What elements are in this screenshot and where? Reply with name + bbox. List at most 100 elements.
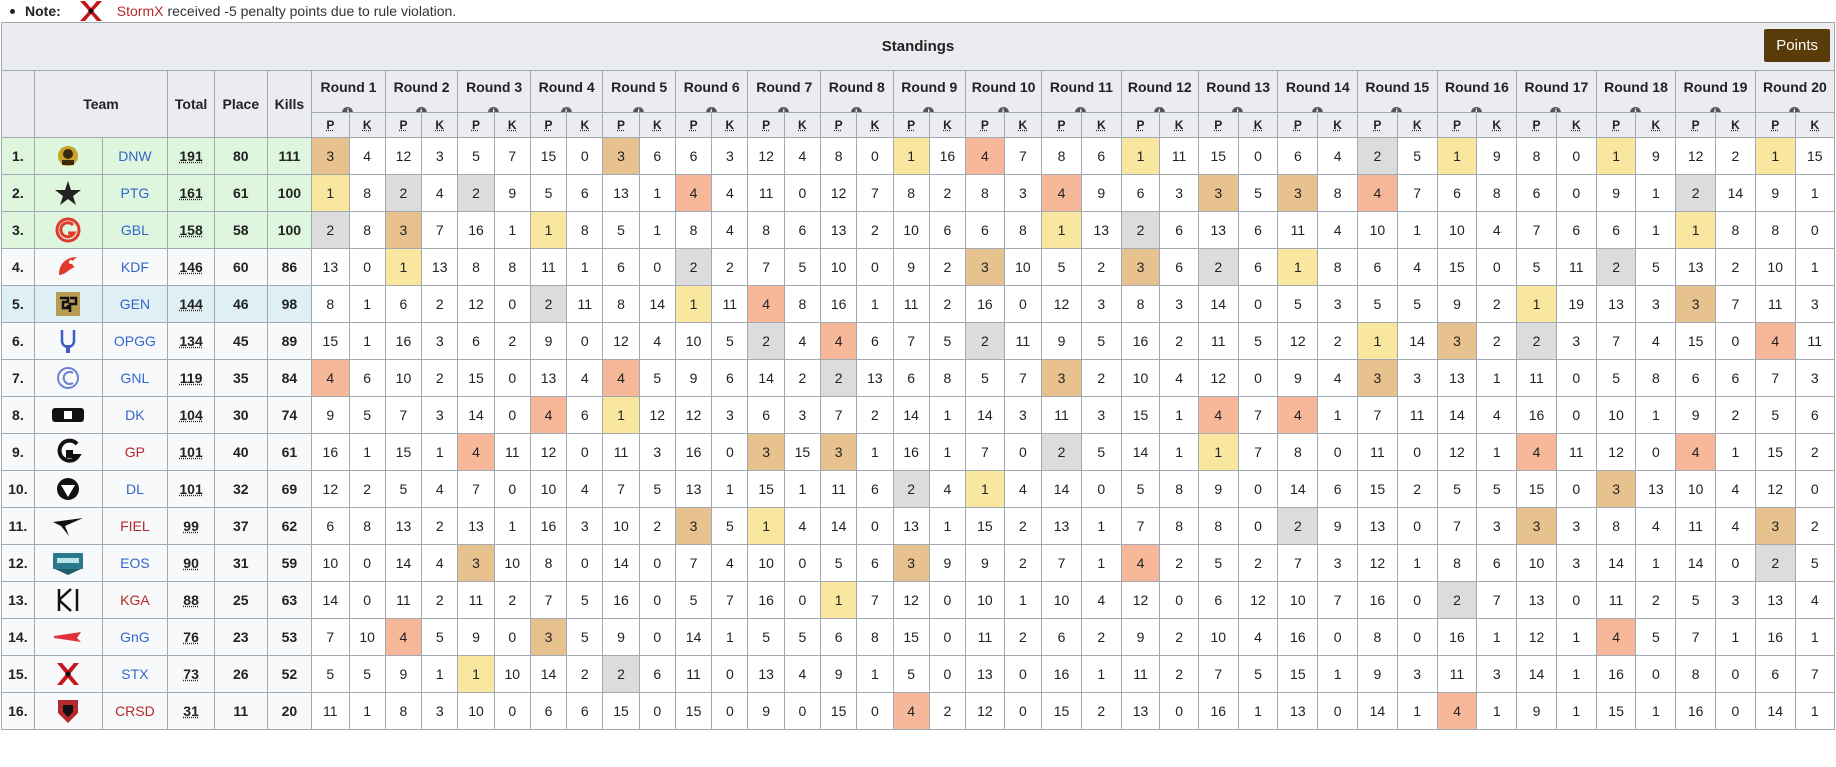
round-placement-cell: 6 [457, 322, 495, 360]
round-kills-cell: 2 [928, 174, 967, 212]
round-placement-cell: 15 [819, 692, 858, 730]
info-icon[interactable]: i [1075, 107, 1087, 112]
team-logo-cell[interactable] [33, 137, 103, 175]
round-kills-cell: 5 [711, 507, 749, 545]
team-logo-cell[interactable] [33, 285, 103, 323]
team-logo-cell[interactable] [33, 507, 103, 545]
round-placement-cell: 13 [1516, 581, 1557, 619]
round-label: Round 3 [466, 79, 523, 95]
team-name-link[interactable]: OPGG [101, 322, 169, 360]
info-icon[interactable]: i [342, 107, 354, 112]
round-placement-cell: 13 [965, 655, 1005, 693]
position-cell: 5. [1, 285, 35, 323]
team-logo-cell[interactable] [33, 211, 103, 249]
round-label: Round 16 [1444, 79, 1509, 95]
team-name-link[interactable]: GP [101, 433, 169, 471]
round-placement-cell: 4 [1595, 618, 1637, 656]
round-placement-cell: 12 [747, 137, 785, 175]
team-name-link[interactable]: GEN [101, 285, 169, 323]
round-kills-cell: 0 [1237, 359, 1279, 397]
team-name-link[interactable]: EOS [101, 544, 169, 582]
team-logo-cell[interactable] [33, 174, 103, 212]
info-icon[interactable]: i [488, 107, 500, 112]
round-kills-cell: 11 [566, 285, 604, 323]
round-kills-cell: 0 [1396, 581, 1438, 619]
info-icon[interactable]: i [1788, 107, 1800, 112]
info-icon[interactable]: i [1470, 107, 1482, 112]
round-kills-cell: 0 [711, 692, 749, 730]
round-kills-cell: 0 [1555, 581, 1597, 619]
standings-table: Standings Points Team Total Place Kills Round … [1, 22, 1836, 730]
team-name-link[interactable]: CRSD [101, 692, 169, 730]
header-place[interactable]: Place [213, 70, 268, 138]
header-kills[interactable]: Kills [266, 70, 313, 138]
header-kill-points: K [421, 112, 459, 138]
info-icon[interactable]: i [705, 107, 717, 112]
round-kills-cell: 7 [1237, 396, 1279, 434]
team-logo-cell[interactable] [33, 618, 103, 656]
info-icon[interactable]: i [1153, 107, 1165, 112]
team-logo-cell[interactable] [33, 544, 103, 582]
team-logo-cell[interactable] [33, 396, 103, 434]
round-placement-cell: 5 [1120, 470, 1161, 508]
info-icon[interactable]: i [997, 107, 1009, 112]
team-name-link[interactable]: GnG [101, 618, 169, 656]
team-name-link[interactable]: KGA [101, 581, 169, 619]
round-kills-cell: 15 [783, 433, 822, 471]
round-placement-cell: 3 [747, 433, 785, 471]
round-placement-cell: 7 [747, 248, 785, 286]
round-placement-cell: 13 [457, 507, 495, 545]
info-icon[interactable]: i [1709, 107, 1721, 112]
round-kills-cell: 2 [1080, 618, 1122, 656]
round-kills-cell: 3 [1476, 655, 1518, 693]
team-name-link[interactable]: KDF [101, 248, 169, 286]
team-logo-cell[interactable] [33, 248, 103, 286]
round-kills-cell: 8 [348, 507, 386, 545]
round-placement-cell: 1 [1197, 433, 1239, 471]
round-kills-cell: 1 [1396, 692, 1438, 730]
round-kills-cell: 1 [1237, 692, 1279, 730]
team-name-link[interactable]: DK [101, 396, 169, 434]
team-name-link[interactable]: DNW [101, 137, 169, 175]
round-placement-cell: 2 [457, 174, 495, 212]
team-name-link[interactable]: GBL [101, 211, 169, 249]
team-logo-cell[interactable] [33, 359, 103, 397]
round-label: Round 2 [393, 79, 450, 95]
info-icon[interactable]: i [1629, 107, 1641, 112]
team-logo-cell[interactable] [33, 433, 103, 471]
round-kills-cell: 5 [1396, 137, 1438, 175]
info-icon[interactable]: i [923, 107, 935, 112]
round-placement-cell: 15 [311, 322, 350, 360]
round-placement-cell: 13 [1357, 507, 1398, 545]
place-cell: 32 [213, 470, 268, 508]
info-icon[interactable]: i [1311, 107, 1323, 112]
header-total[interactable]: Total [167, 70, 215, 138]
round-placement-cell: 11 [1120, 655, 1161, 693]
round-kills-cell: 0 [1635, 655, 1677, 693]
note-team-link[interactable]: StormX [116, 3, 164, 19]
info-icon[interactable]: i [1550, 107, 1562, 112]
team-name-link[interactable]: DL [101, 470, 169, 508]
info-icon[interactable]: i [1232, 107, 1244, 112]
info-icon[interactable]: i [850, 107, 862, 112]
round-placement-cell: 8 [1595, 507, 1637, 545]
info-icon[interactable]: i [560, 107, 572, 112]
team-name-link[interactable]: GNL [101, 359, 169, 397]
info-icon[interactable]: i [1391, 107, 1403, 112]
team-logo-cell[interactable] [33, 322, 103, 360]
round-kills-cell: 0 [348, 248, 386, 286]
points-button[interactable]: Points [1764, 29, 1830, 62]
team-name-link[interactable]: STX [101, 655, 169, 693]
info-icon[interactable]: i [415, 107, 427, 112]
team-logo-cell[interactable] [33, 692, 103, 730]
team-logo-cell[interactable] [33, 581, 103, 619]
round-kills-cell: 0 [1794, 470, 1836, 508]
info-icon[interactable]: i [633, 107, 645, 112]
round-kills-cell: 8 [1159, 470, 1199, 508]
info-icon[interactable]: i [778, 107, 790, 112]
team-name-link[interactable]: FIEL [101, 507, 169, 545]
team-logo-cell[interactable] [33, 655, 103, 693]
team-name-link[interactable]: PTG [101, 174, 169, 212]
round-placement-cell: 15 [1754, 433, 1796, 471]
team-logo-cell[interactable] [33, 470, 103, 508]
